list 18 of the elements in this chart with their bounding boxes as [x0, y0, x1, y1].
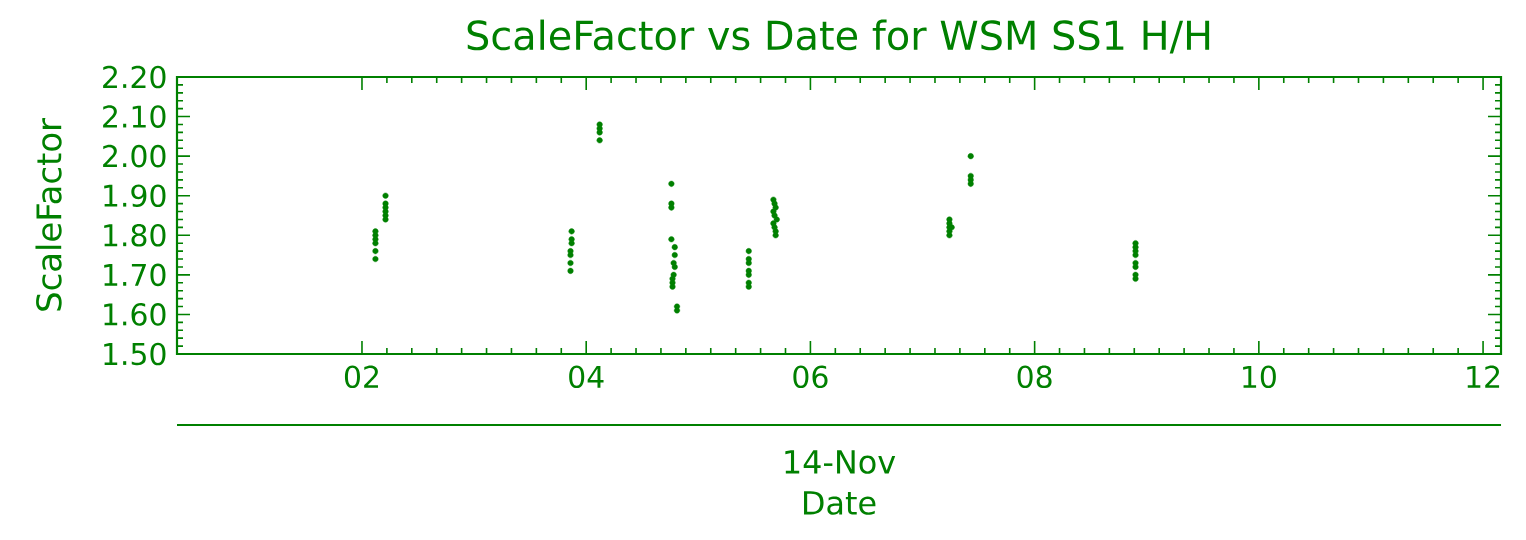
x-tick-label: 08: [1017, 365, 1052, 389]
y-tick-label: 1.70: [104, 263, 166, 287]
y-tick-label: 1.90: [104, 184, 166, 208]
y-tick-label: 2.00: [103, 144, 166, 168]
text: 14-Nov: [785, 450, 896, 474]
chart-title: ScaleFactor vs Date for WSM SS1 H/H: [467, 19, 1210, 54]
x-axis-title: Date: [804, 491, 876, 515]
y-tick-label: 1.80: [104, 223, 166, 247]
x-tick-label: 06: [793, 365, 828, 389]
x-tick-label: 04: [569, 365, 604, 389]
y-tick-label: 2.20: [103, 65, 166, 89]
x-tick-label: 02: [344, 365, 378, 389]
y-axis-title: ScaleFactor: [35, 118, 62, 311]
x-tick-label: 12: [1467, 365, 1500, 388]
x-tick-label: 10: [1243, 365, 1276, 389]
y-tick-label: 1.60: [104, 303, 166, 326]
y-tick-label: 2.10: [103, 105, 166, 128]
y-tick-label: 1.50: [104, 342, 166, 366]
